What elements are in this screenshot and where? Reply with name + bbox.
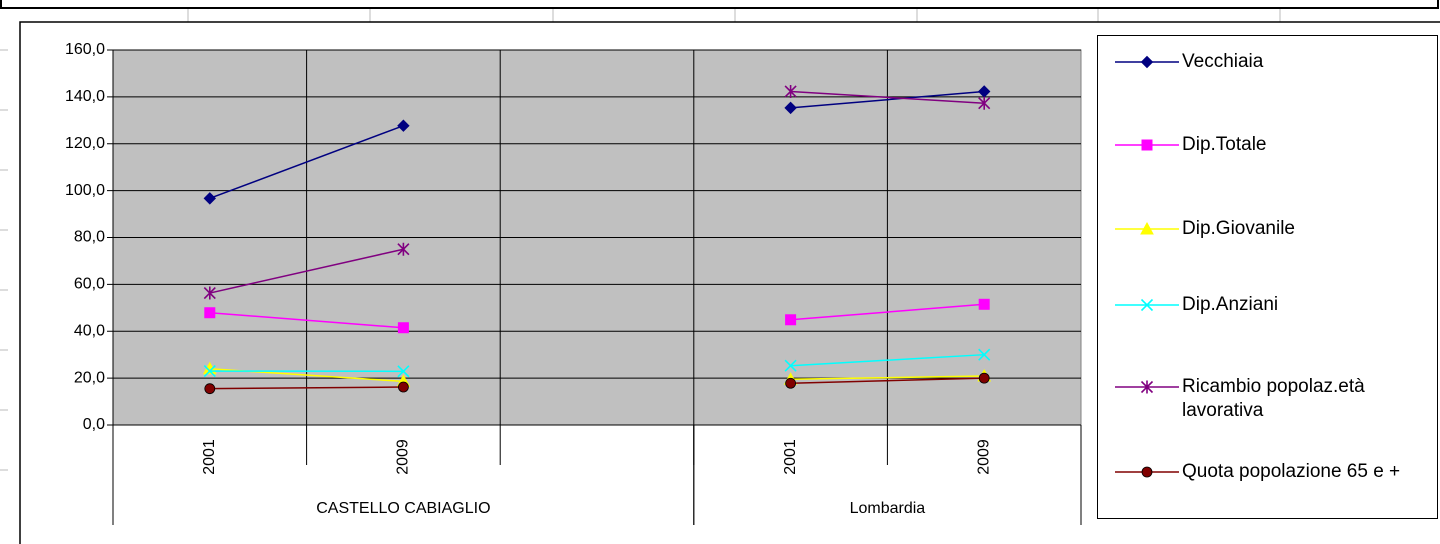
legend-icon bbox=[1115, 221, 1179, 235]
marker bbox=[204, 383, 216, 395]
y-tick-label: 0,0 bbox=[83, 416, 105, 433]
y-tick-label: 100,0 bbox=[65, 182, 105, 199]
legend-icon bbox=[1115, 139, 1179, 151]
legend-entry: Ricambio popolaz.età lavorativa bbox=[1098, 375, 1438, 423]
marker bbox=[1140, 298, 1154, 312]
legend-label: Vecchiaia bbox=[1182, 51, 1264, 72]
legend-entry: Dip.Totale bbox=[1098, 133, 1438, 157]
y-tick-label: 80,0 bbox=[74, 229, 105, 246]
marker bbox=[204, 307, 216, 319]
marker bbox=[203, 365, 216, 378]
marker bbox=[978, 348, 991, 361]
legend-entry: Vecchiaia bbox=[1098, 50, 1438, 74]
legend-label: Dip.Totale bbox=[1182, 134, 1267, 155]
y-tick-label: 60,0 bbox=[74, 276, 105, 293]
x-tick-label: 2001 bbox=[201, 439, 218, 475]
marker bbox=[1140, 55, 1154, 69]
marker bbox=[978, 96, 991, 110]
marker bbox=[978, 298, 990, 310]
marker bbox=[203, 286, 216, 300]
x-tick-label: 2009 bbox=[975, 439, 992, 475]
series-line bbox=[209, 90, 985, 294]
marker bbox=[1141, 139, 1153, 151]
marker bbox=[397, 119, 410, 132]
marker bbox=[784, 84, 797, 98]
marker bbox=[397, 381, 409, 393]
series-line bbox=[209, 303, 985, 329]
legend-label: Quota popolazione 65 e + bbox=[1182, 461, 1401, 482]
marker bbox=[397, 322, 409, 334]
legend-label: Dip.Anziani bbox=[1182, 294, 1279, 315]
y-tick-label: 140,0 bbox=[65, 88, 105, 105]
series-line bbox=[209, 90, 985, 200]
marker bbox=[785, 377, 796, 389]
marker bbox=[784, 359, 797, 372]
legend-icon bbox=[1115, 55, 1179, 69]
series-line bbox=[209, 377, 985, 390]
legend: Vecchiaia Dip.Totale Dip.Giovanile Dip.Anzi… bbox=[1097, 35, 1438, 519]
legend-label: Dip.Giovanile bbox=[1182, 218, 1295, 239]
marker bbox=[1140, 221, 1154, 235]
x-tick-label: 2001 bbox=[782, 439, 799, 475]
x-tick-label: 2009 bbox=[395, 439, 412, 475]
series-line bbox=[209, 353, 985, 373]
marker bbox=[785, 314, 797, 326]
legend-icon bbox=[1115, 380, 1179, 394]
marker bbox=[1141, 466, 1153, 478]
marker bbox=[978, 372, 990, 384]
y-tick-label: 160,0 bbox=[65, 41, 105, 58]
group-label: Lombardia bbox=[850, 500, 926, 517]
y-tick-label: 20,0 bbox=[74, 369, 105, 386]
legend-entry: Dip.Giovanile bbox=[1098, 217, 1438, 241]
marker bbox=[784, 101, 797, 115]
group-label: CASTELLO CABIAGLIO bbox=[316, 500, 490, 517]
marker bbox=[203, 192, 217, 205]
legend-label: Ricambio popolaz.età lavorativa bbox=[1182, 376, 1365, 421]
marker bbox=[397, 365, 410, 378]
y-tick-label: 40,0 bbox=[74, 322, 105, 339]
sheet-grid bbox=[0, 8, 1281, 471]
cell-border bbox=[0, 0, 1439, 9]
legend-entry: Dip.Anziani bbox=[1098, 293, 1438, 317]
marker bbox=[1140, 380, 1154, 394]
legend-icon bbox=[1115, 298, 1179, 312]
legend-icon bbox=[1115, 466, 1179, 478]
legend-entry: Quota popolazione 65 e + bbox=[1098, 460, 1438, 484]
marker bbox=[397, 242, 410, 256]
y-tick-label: 120,0 bbox=[65, 135, 105, 152]
